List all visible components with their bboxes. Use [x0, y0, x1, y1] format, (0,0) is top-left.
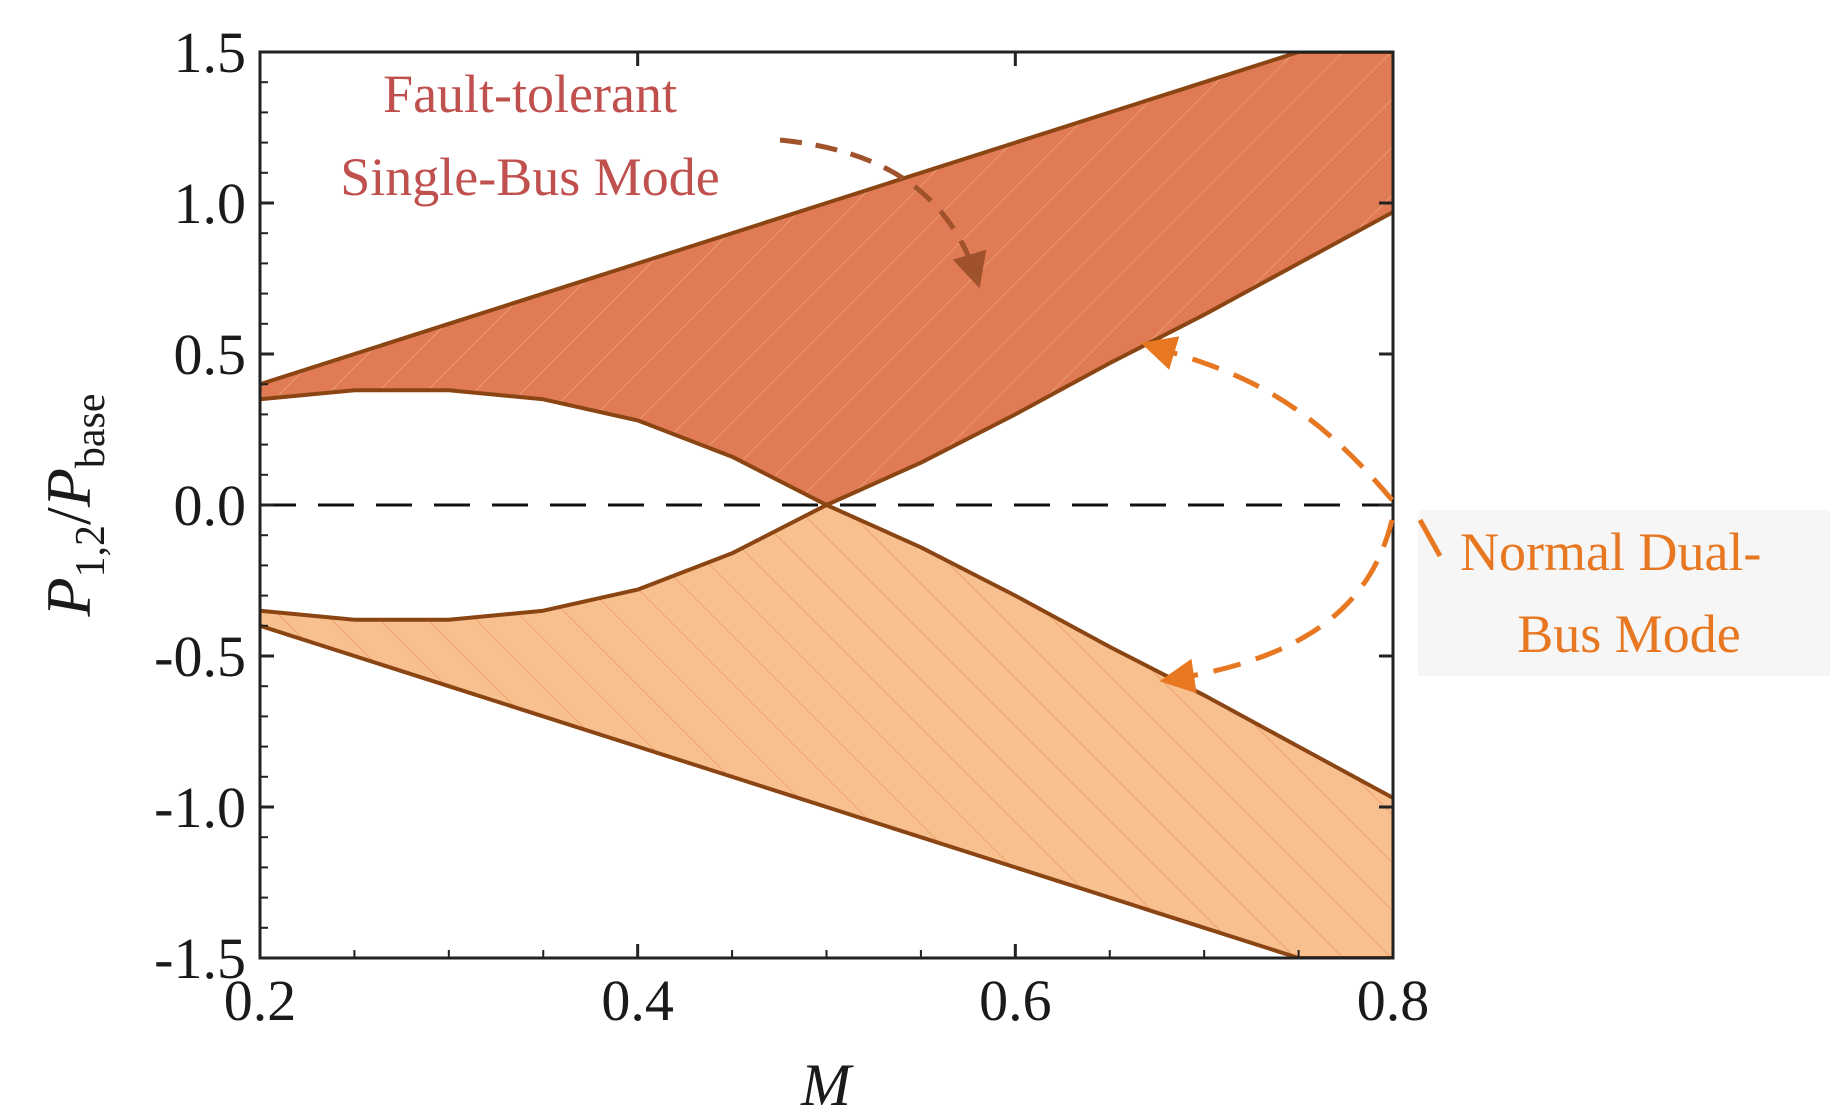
region-upper-outer-boundary: [260, 52, 1393, 387]
x-tick-label: 0.2: [224, 968, 297, 1033]
dual-bus-arrow-upper: [1140, 336, 1394, 502]
tick-layer: 0.2 0.4 0.6 0.8 1.5 1.0 0.5 0.0 -0.5 -1.0 -1.5: [154, 20, 1429, 1033]
dual-bus-tick-mark: [1417, 518, 1443, 558]
y-tick-label: 0.5: [174, 322, 247, 387]
y-tick-label: -0.5: [154, 624, 246, 689]
region-lower-hatch: [260, 505, 1393, 958]
x-tick-label: 0.4: [601, 968, 674, 1033]
x-axis-label: M: [800, 1052, 854, 1115]
y-tick-label: -1.0: [154, 775, 246, 840]
annotation-single-bus-line2: Single-Bus Mode: [340, 147, 720, 207]
annotation-dual-bus-line1: Normal Dual-: [1460, 522, 1761, 582]
annotation-single-bus-line1: Fault-tolerant: [383, 64, 677, 124]
x-tick-label: 0.6: [979, 968, 1052, 1033]
y-tick-label: 1.5: [174, 20, 247, 85]
dual-bus-arrow-lower: [1159, 519, 1395, 694]
y-tick-label: 1.0: [174, 171, 247, 236]
region-layer: [260, 52, 1393, 958]
x-tick-label: 0.8: [1357, 968, 1430, 1033]
y-tick-label: 0.0: [174, 473, 247, 538]
y-tick-label: -1.5: [154, 926, 246, 991]
annotation-dual-bus-box: [1418, 510, 1830, 676]
y-axis-label: P1,2/Pbase: [33, 393, 114, 617]
annotation-dual-bus-line2: Bus Mode: [1517, 604, 1741, 664]
annotation-single-bus: Fault-tolerant Single-Bus Mode: [340, 64, 987, 289]
region-lower-lower-boundary: [825, 503, 1393, 800]
single-bus-arrow: [779, 137, 987, 289]
region-upper-hatch: [260, 52, 1393, 505]
annotation-dual-bus: Normal Dual- Bus Mode: [1140, 336, 1830, 694]
region-upper-lower-boundary: [825, 210, 1393, 507]
region-lower-outer-boundary: [260, 623, 1393, 958]
region-upper-inner-boundary: [260, 388, 828, 507]
region-lower-inner-boundary: [260, 503, 828, 622]
